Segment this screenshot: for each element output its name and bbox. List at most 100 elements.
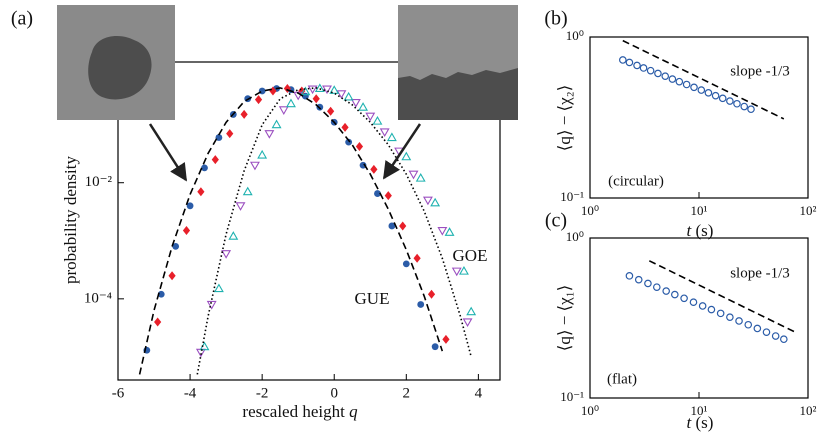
data-point — [704, 89, 713, 97]
data-point — [401, 151, 412, 161]
data-point — [300, 86, 311, 96]
data-point — [197, 187, 205, 197]
data-point — [415, 173, 426, 182]
data-point — [316, 103, 324, 111]
fit-curve — [648, 260, 798, 334]
data-point — [744, 320, 753, 329]
data-point — [374, 190, 381, 197]
data-point — [201, 164, 208, 172]
y-tick-label: 10⁻² — [85, 174, 113, 190]
data-point — [172, 243, 180, 250]
data-point — [195, 348, 206, 358]
x-tick-label: 10² — [800, 203, 817, 218]
x-tick-label: 10⁰ — [581, 403, 599, 418]
y-tick-label: 10⁻¹ — [560, 189, 584, 204]
data-point — [402, 260, 410, 268]
data-point — [235, 202, 246, 211]
data-point — [711, 91, 720, 100]
data-point — [644, 279, 652, 288]
data-point — [459, 266, 469, 275]
data-point — [697, 86, 706, 94]
data-point — [680, 294, 688, 303]
data-point — [206, 300, 217, 310]
inset-domain — [88, 36, 152, 100]
data-point — [249, 161, 260, 171]
data-point — [462, 318, 473, 328]
annotation: slope -1/3 — [730, 265, 790, 281]
x-tick-label: 10¹ — [691, 403, 708, 418]
annotation: (flat) — [607, 371, 637, 387]
x-tick-label: -4 — [184, 385, 197, 401]
data-point — [298, 86, 306, 96]
fit-curve — [196, 87, 472, 375]
data-point — [408, 170, 419, 180]
data-point — [168, 271, 176, 281]
data-point — [771, 332, 780, 340]
data-point — [388, 222, 396, 230]
fit-curve — [138, 87, 444, 375]
insets — [57, 5, 518, 182]
data-point — [716, 309, 725, 318]
data-point — [780, 335, 788, 344]
data-point — [753, 324, 762, 333]
data-point — [314, 83, 325, 93]
data-point — [399, 221, 407, 231]
data-point — [417, 301, 425, 308]
fit-curve — [622, 39, 785, 120]
data-point — [444, 227, 455, 236]
data-point — [675, 77, 684, 86]
data-point — [633, 61, 641, 70]
x-tick-label: -2 — [256, 385, 269, 401]
data-point — [221, 250, 232, 259]
x-tick-label: 10⁰ — [581, 203, 599, 218]
data-point — [283, 83, 291, 93]
data-point — [226, 129, 234, 139]
data-point — [240, 109, 248, 119]
data-point — [186, 202, 194, 210]
panel-label: (c) — [545, 210, 567, 232]
data-point — [264, 130, 275, 139]
data-point — [386, 132, 397, 142]
annotation: slope -1/3 — [730, 63, 790, 79]
data-point — [359, 161, 367, 169]
data-point — [442, 334, 450, 344]
data-point — [257, 149, 268, 159]
x-tick-label: 10¹ — [691, 203, 708, 218]
data-point — [740, 102, 749, 111]
x-tick-label: 2 — [403, 385, 411, 401]
x-axis-label-part: q — [349, 402, 358, 421]
x-tick-label: 10² — [800, 403, 817, 418]
plot-frame — [117, 61, 501, 381]
annotation: GUE — [355, 289, 390, 308]
data-point — [413, 253, 421, 263]
data-point — [639, 64, 648, 72]
data-point — [322, 85, 332, 95]
data-point — [625, 272, 634, 280]
data-point — [735, 317, 743, 325]
data-point — [182, 226, 191, 236]
x-axis-label-part: rescaled height — [242, 402, 349, 421]
data-point — [671, 290, 679, 299]
data-point — [466, 306, 477, 316]
x-axis-label-part: (s) — [691, 413, 713, 432]
data-point — [242, 186, 253, 196]
data-point — [345, 138, 353, 146]
data-point — [451, 267, 462, 277]
data-point — [327, 106, 335, 116]
x-axis-label-part: t — [687, 413, 693, 432]
x-tick-label: 0 — [330, 385, 338, 401]
data-point — [661, 72, 670, 80]
y-tick-label: 10⁻¹ — [560, 389, 584, 404]
data-point — [286, 98, 296, 108]
data-point — [625, 58, 634, 67]
data-point — [365, 112, 376, 122]
data-point — [329, 85, 340, 94]
data-point — [312, 94, 320, 104]
data-point — [718, 94, 727, 103]
annotation: GOE — [453, 246, 488, 265]
data-point — [662, 287, 670, 295]
y-axis-label: ⟨q⟩ − ⟨χ₁⟩ — [555, 285, 574, 352]
